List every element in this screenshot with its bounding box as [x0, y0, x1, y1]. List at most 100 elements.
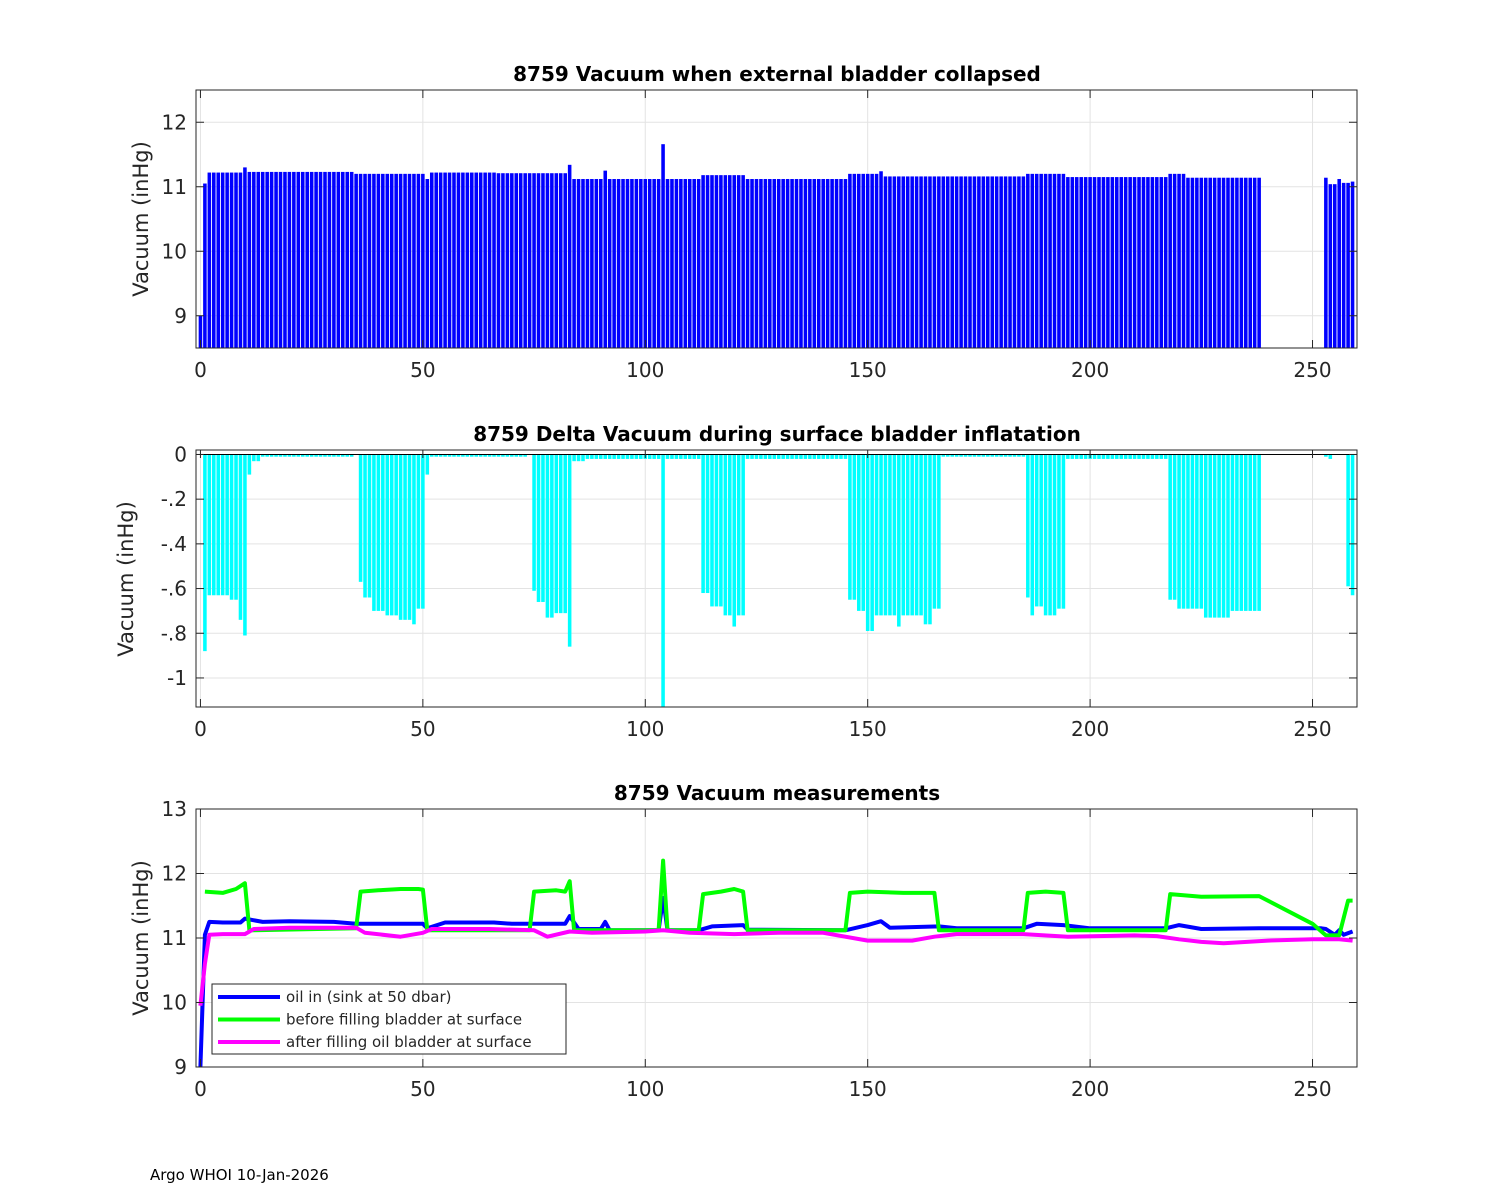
bar [937, 176, 941, 348]
bar [1017, 454, 1021, 457]
bar [585, 179, 590, 348]
chart-title: 8759 Vacuum measurements [614, 781, 940, 805]
bar [1217, 454, 1221, 618]
bar [1110, 454, 1115, 459]
x-tick-label: 50 [410, 1077, 435, 1101]
bar [750, 454, 754, 459]
bar [736, 454, 741, 616]
bar [1066, 454, 1070, 459]
bar [719, 454, 723, 607]
bar [1177, 454, 1181, 609]
bar [1226, 454, 1230, 618]
bar [363, 454, 367, 598]
bar [919, 176, 923, 348]
bar [656, 454, 661, 459]
bar [274, 171, 278, 348]
bar [345, 454, 350, 457]
bar [883, 454, 888, 616]
bar [296, 454, 301, 457]
bar [723, 454, 728, 616]
bar [888, 176, 892, 348]
bar [429, 454, 434, 457]
bar [581, 179, 585, 348]
chart-delta-vacuum: 8759 Delta Vacuum during surface bladder… [114, 422, 1358, 741]
bar [456, 454, 461, 457]
bar [1017, 176, 1021, 348]
bar [1248, 177, 1253, 348]
bar [1257, 454, 1261, 611]
bar [1061, 454, 1066, 609]
bar [1132, 454, 1137, 459]
bar [1003, 454, 1008, 457]
bar [950, 176, 954, 348]
bar [381, 454, 385, 611]
bar [443, 454, 447, 457]
bar [447, 172, 452, 348]
axes-box [195, 89, 1358, 349]
bar [1350, 454, 1355, 596]
bar [372, 173, 376, 348]
plot-area [196, 450, 1357, 707]
bar [416, 454, 421, 609]
bar [914, 454, 919, 616]
bar [1132, 177, 1137, 348]
bar [590, 179, 594, 348]
bar [1039, 454, 1043, 607]
bar [203, 454, 207, 652]
bar [292, 171, 296, 348]
bar [1034, 454, 1039, 607]
bar [1048, 454, 1052, 616]
bar [728, 175, 732, 348]
bar [665, 454, 670, 459]
bar [1199, 454, 1204, 609]
bar [848, 454, 852, 600]
bar [790, 179, 794, 348]
bar [434, 172, 438, 348]
bar [776, 179, 781, 348]
bar [1088, 177, 1092, 348]
bar [389, 454, 394, 616]
bar [972, 454, 977, 457]
bar [518, 173, 523, 348]
bar [870, 173, 874, 348]
bar [1048, 173, 1052, 348]
bar [563, 454, 567, 614]
bar [483, 454, 487, 457]
y-tick-label: 10 [162, 239, 187, 263]
bar [923, 454, 928, 625]
bar [647, 179, 652, 348]
bar [1190, 177, 1195, 348]
bar [972, 176, 977, 348]
bar [327, 171, 332, 348]
bar [576, 179, 581, 348]
bar [821, 454, 825, 459]
bar [945, 176, 950, 348]
bar [839, 454, 843, 459]
bar [834, 454, 839, 459]
bar [429, 172, 434, 348]
bar [1332, 184, 1337, 348]
plot-area [196, 90, 1357, 348]
bar [986, 176, 990, 348]
axes-box [195, 449, 1358, 708]
x-tick-label: 0 [194, 717, 207, 741]
bar [892, 454, 897, 616]
bar [705, 454, 710, 594]
bar [1110, 177, 1115, 348]
bar [1039, 173, 1043, 348]
bar [412, 454, 416, 625]
bar [1257, 177, 1261, 348]
bar [630, 454, 634, 459]
bar [994, 176, 999, 348]
bar [1057, 173, 1061, 348]
bar [229, 454, 234, 600]
bar [768, 179, 772, 348]
bar [421, 173, 425, 348]
bar [763, 179, 768, 348]
bar [968, 454, 972, 457]
bar [1195, 177, 1199, 348]
bar [679, 179, 683, 348]
legend-label: after filling oil bladder at surface [286, 1033, 532, 1051]
bar [349, 171, 354, 348]
